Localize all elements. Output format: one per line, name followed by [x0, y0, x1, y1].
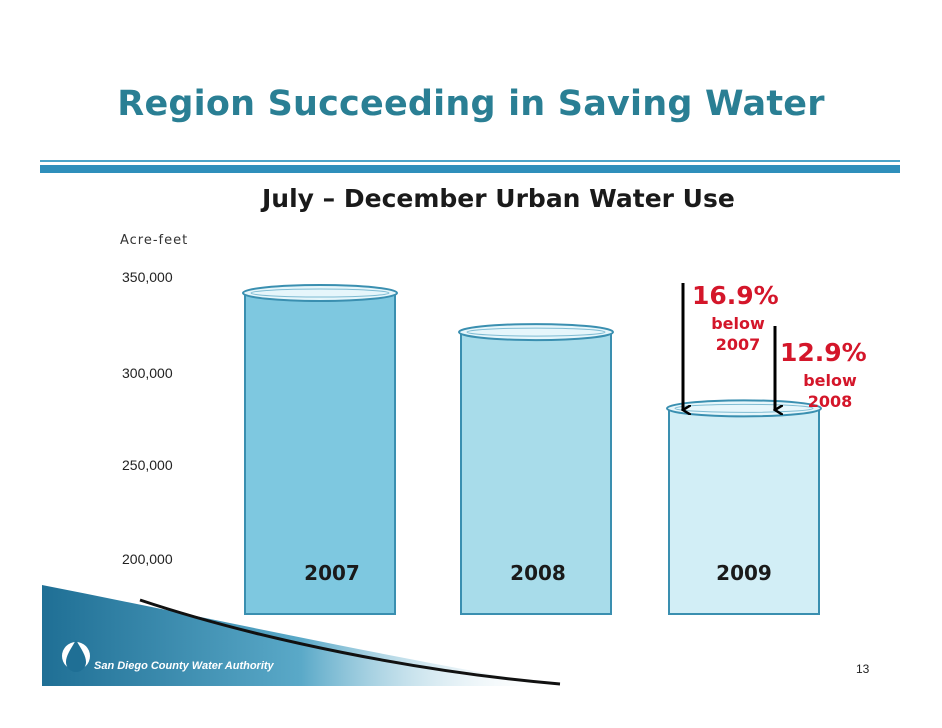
bar-label-2007: 2007 — [304, 561, 360, 585]
slide-title: Region Succeeding in Saving Water — [117, 84, 825, 124]
bar-2008 — [458, 323, 614, 615]
annotation-text-2007: below 2007 — [706, 313, 770, 355]
bar-cap-rim — [466, 327, 606, 337]
chart-title: July – December Urban Water Use — [262, 184, 735, 213]
bar-cap — [458, 323, 614, 342]
title-divider-thin — [40, 160, 900, 162]
bar-label-2008: 2008 — [510, 561, 566, 585]
annotation-line: 2007 — [715, 335, 761, 354]
bar-label-2009: 2009 — [716, 561, 772, 585]
bar-2007 — [242, 284, 398, 615]
bar-cap — [242, 284, 398, 303]
annotation-percent-2007: 16.9% — [692, 281, 779, 310]
annotation-text-2008: below 2008 — [798, 370, 862, 412]
bar-2009 — [666, 399, 822, 615]
y-tick-label: 350,000 — [122, 269, 173, 285]
org-name: San Diego County Water Authority — [94, 660, 274, 672]
y-tick-label: 250,000 — [122, 457, 173, 473]
y-tick-label: 300,000 — [122, 365, 173, 381]
y-tick-label: 200,000 — [122, 551, 173, 567]
footer-swoosh — [42, 585, 560, 686]
water-drop-icon — [62, 640, 90, 672]
y-axis-label: Acre-feet — [120, 233, 189, 248]
bar-cap-rim — [250, 288, 390, 298]
bar-cap-rim — [674, 403, 814, 413]
annotation-percent-2008: 12.9% — [780, 338, 867, 367]
annotation-line: below — [803, 371, 857, 390]
bar-body — [668, 407, 820, 615]
annotation-line: 2008 — [807, 392, 853, 411]
page-number: 13 — [856, 662, 870, 676]
footer-swoosh-line — [139, 598, 561, 686]
annotation-line: below — [711, 314, 765, 333]
title-divider-thick — [40, 165, 900, 173]
bar-body — [244, 292, 396, 615]
